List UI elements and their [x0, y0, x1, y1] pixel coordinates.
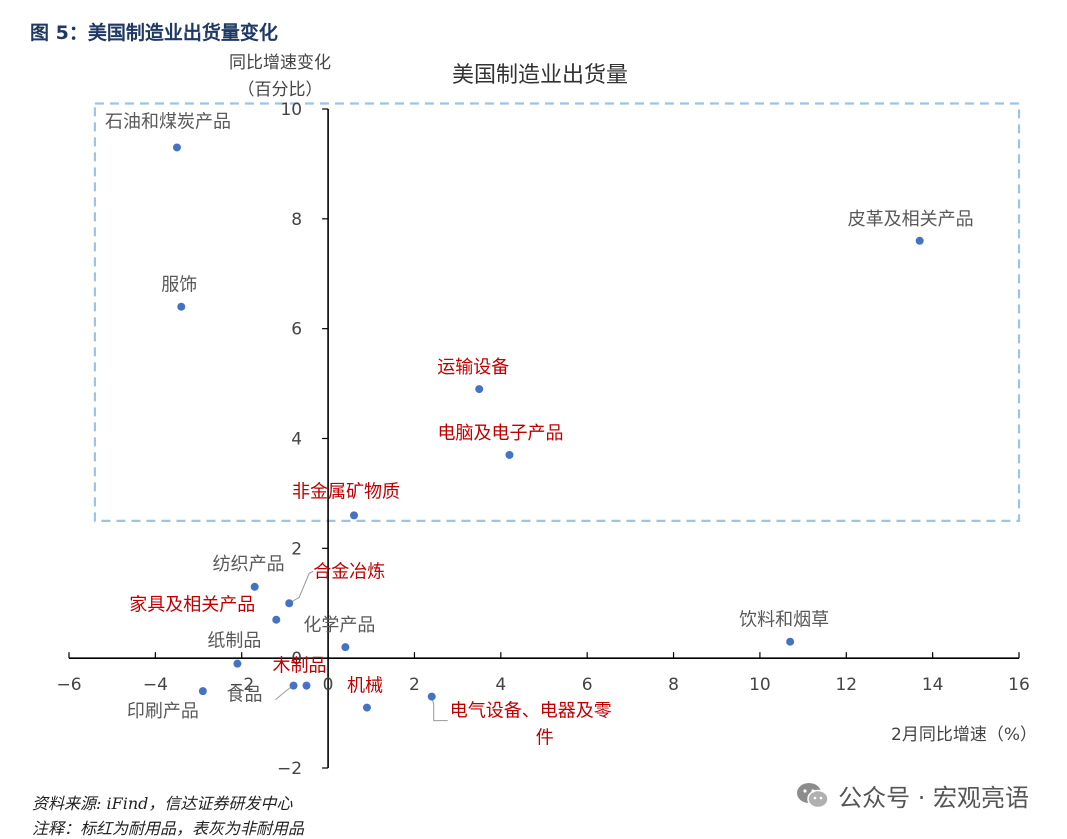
point-label: 非金属矿物质	[292, 481, 400, 502]
y-axis-label: 同比增速变化	[229, 53, 331, 73]
watermark-text: 公众号 · 宏观亮语	[838, 784, 1029, 812]
data-point	[285, 599, 294, 608]
data-point	[172, 143, 181, 152]
data-point	[350, 511, 358, 520]
x-tick-label: 4	[495, 675, 506, 695]
y-tick-label: 0	[291, 649, 302, 669]
data-point	[341, 643, 350, 652]
point-label: 饮料和烟草	[739, 610, 829, 631]
x-tick-label: 0	[323, 675, 334, 695]
y-tick-label: 4	[291, 430, 302, 450]
source-note: 资料来源: iFind，信达证券研发中心	[32, 794, 293, 813]
point-label: 电气设备、电器及零件	[450, 701, 612, 749]
x-tick-label: 10	[749, 675, 771, 695]
y-tick-label: 10	[280, 100, 302, 120]
x-tick-label: 2	[409, 675, 420, 695]
point-label: 纸制品	[207, 631, 261, 652]
figure-title: 图 5：美国制造业出货量变化	[30, 22, 278, 44]
data-point	[198, 687, 207, 696]
point-label: 化学产品	[303, 615, 375, 636]
point-label: 印刷产品	[127, 701, 199, 722]
point-label: 电脑及电子产品	[437, 423, 563, 444]
point-label: 纺织产品	[213, 554, 285, 575]
point-label: 服饰	[161, 275, 197, 296]
tick-labels: −6 −4 −2 0 2 4 6 8 10 12 14 16 −2 0 2 4 6 8 10	[56, 100, 1029, 779]
point-label: 家具及相关产品	[129, 595, 255, 616]
y-tick-label: 2	[291, 539, 302, 559]
x-tick-label: 12	[835, 675, 857, 695]
y-axis-unit: （百分比）	[238, 80, 323, 100]
point-label: 合金冶炼	[313, 561, 385, 582]
data-point	[302, 681, 311, 690]
point-label: 皮革及相关产品	[848, 209, 974, 230]
data-point	[362, 703, 371, 712]
leader-line	[431, 696, 448, 722]
x-tick-label: −6	[56, 675, 81, 695]
data-point	[786, 637, 795, 646]
data-point	[272, 615, 281, 624]
wechat-icon	[797, 782, 829, 808]
leader-lines	[275, 570, 448, 722]
point-label: 石油和煤炭产品	[105, 111, 231, 132]
data-point	[233, 659, 242, 668]
y-tick-label: −2	[277, 759, 302, 779]
watermark: 公众号 · 宏观亮语	[796, 778, 1029, 813]
data-point	[289, 681, 298, 690]
x-tick-label: 6	[582, 675, 593, 695]
remark-note: 注释：标红为耐用品，表灰为非耐用品	[32, 819, 305, 838]
axes	[68, 108, 1020, 769]
x-tick-label: −4	[143, 675, 168, 695]
x-tick-label: 8	[668, 675, 679, 695]
y-tick-label: 6	[291, 320, 302, 340]
point-label: 运输设备	[437, 357, 509, 378]
x-tick-label: 14	[922, 675, 944, 695]
data-point	[475, 385, 484, 394]
point-label: 机械	[347, 676, 383, 697]
data-point	[505, 450, 514, 459]
x-axis-label: 2月同比增速（%）	[891, 725, 1037, 745]
point-label: 木制品	[273, 656, 327, 677]
x-tick-label: 16	[1008, 675, 1030, 695]
y-tick-label: 8	[291, 210, 302, 230]
data-point	[177, 302, 186, 311]
data-point	[427, 692, 436, 701]
highlight-box	[93, 102, 1021, 522]
data-point	[250, 582, 259, 591]
data-points	[172, 143, 924, 712]
leader-line	[288, 570, 314, 604]
x-tick-label: −2	[229, 675, 254, 695]
point-label: 食品	[227, 685, 263, 706]
data-point	[915, 236, 924, 245]
chart-title: 美国制造业出货量	[452, 63, 628, 88]
